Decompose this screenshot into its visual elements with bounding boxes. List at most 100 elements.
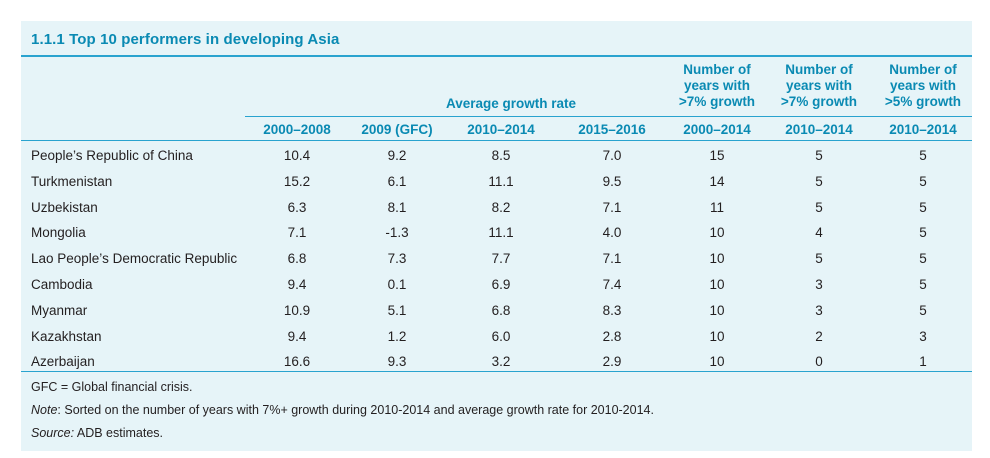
table-cell: 6.0 — [491, 329, 511, 344]
table-cell: 5 — [919, 225, 927, 240]
table-cell: 5 — [919, 200, 927, 215]
table-cell: -1.3 — [385, 225, 409, 240]
table-cell: 9.2 — [387, 148, 407, 163]
table-cell: 3.2 — [491, 354, 511, 369]
note-label: Note — [31, 403, 58, 417]
table-cell: 6.1 — [387, 174, 407, 189]
sort-note: Note: Sorted on the number of years with… — [31, 402, 654, 418]
header-line: Number of — [683, 62, 751, 77]
table-cell: 5 — [919, 251, 927, 266]
table-cell: 3 — [919, 329, 927, 344]
row-label: Myanmar — [31, 303, 88, 318]
table-cell: 0.1 — [387, 277, 407, 292]
header-line: >5% growth — [884, 94, 962, 109]
table-cell: 5 — [919, 174, 927, 189]
table-cell: 8.5 — [491, 148, 511, 163]
header-rule — [21, 140, 972, 141]
header-years-7pct-2000-2014: Number of years with >7% growth — [671, 62, 763, 110]
table-cell: 2.8 — [602, 329, 622, 344]
table-cell: 4.0 — [602, 225, 622, 240]
table-cell: 2.9 — [602, 354, 622, 369]
source-text: ADB estimates. — [74, 426, 164, 440]
table-panel: 1.1.1 Top 10 performers in developing As… — [21, 21, 972, 451]
row-label: Azerbaijan — [31, 354, 95, 369]
header-years-7pct-2010-2014: Number of years with >7% growth — [773, 62, 865, 110]
table-cell: 10.4 — [283, 148, 311, 163]
row-label: People’s Republic of China — [31, 148, 193, 163]
note-text: : Sorted on the number of years with 7%+… — [57, 403, 654, 417]
table-cell: 5 — [815, 174, 823, 189]
table-cell: 10 — [709, 354, 725, 369]
table-cell: 4 — [815, 225, 823, 240]
table-cell: 7.1 — [287, 225, 307, 240]
table-cell: 7.1 — [602, 200, 622, 215]
table-cell: 6.8 — [491, 303, 511, 318]
table-cell: 5 — [815, 148, 823, 163]
table-cell: 15.2 — [283, 174, 311, 189]
body-rule — [21, 371, 972, 372]
header-years-5pct-2010-2014: Number of years with >5% growth — [877, 62, 969, 110]
table-cell: 6.9 — [491, 277, 511, 292]
table-title: 1.1.1 Top 10 performers in developing As… — [31, 31, 340, 48]
table-cell: 10 — [709, 277, 725, 292]
table-cell: 10 — [709, 329, 725, 344]
table-cell: 6.3 — [287, 200, 307, 215]
table-cell: 9.3 — [387, 354, 407, 369]
table-cell: 5 — [815, 251, 823, 266]
table-cell: 3 — [815, 277, 823, 292]
row-label: Kazakhstan — [31, 329, 102, 344]
table-cell: 7.4 — [602, 277, 622, 292]
table-cell: 5.1 — [387, 303, 407, 318]
row-label: Lao People’s Democratic Republic — [31, 251, 238, 266]
header-line: Number of — [889, 62, 957, 77]
row-label: Uzbekistan — [31, 200, 98, 215]
col-header: 2000–2014 — [683, 122, 751, 137]
table-cell: 1 — [919, 354, 927, 369]
table-cell: 11 — [709, 200, 724, 215]
row-label: Turkmenistan — [31, 174, 113, 189]
table-cell: 1.2 — [387, 329, 407, 344]
group-header: Average growth rate — [445, 96, 577, 111]
table-cell: 6.8 — [287, 251, 307, 266]
title-rule — [21, 55, 972, 57]
table-cell: 8.3 — [602, 303, 622, 318]
table-cell: 3 — [815, 303, 823, 318]
table-cell: 9.4 — [287, 329, 307, 344]
header-line: Number of — [785, 62, 853, 77]
table-cell: 7.1 — [602, 251, 622, 266]
table-cell: 10.9 — [283, 303, 311, 318]
table-cell: 7.7 — [491, 251, 511, 266]
header-line: years with — [785, 78, 853, 93]
table-cell: 9.4 — [287, 277, 307, 292]
table-cell: 5 — [919, 277, 927, 292]
table-cell: 10 — [709, 303, 725, 318]
table-cell: 11.1 — [488, 174, 514, 189]
col-header: 2009 (GFC) — [361, 122, 433, 137]
table-cell: 5 — [815, 200, 823, 215]
header-line: years with — [889, 78, 957, 93]
table-cell: 16.6 — [283, 354, 311, 369]
row-label: Mongolia — [31, 225, 86, 240]
table-cell: 15 — [709, 148, 725, 163]
header-line: >7% growth — [678, 94, 756, 109]
header-line: >7% growth — [780, 94, 858, 109]
table-cell: 2 — [815, 329, 823, 344]
table-cell: 14 — [709, 174, 725, 189]
table-cell: 9.5 — [602, 174, 622, 189]
header-line: years with — [683, 78, 751, 93]
row-label: Cambodia — [31, 277, 93, 292]
table-cell: 8.1 — [387, 200, 407, 215]
col-header: 2010–2014 — [785, 122, 853, 137]
table-cell: 8.2 — [491, 200, 511, 215]
col-header: 2015–2016 — [578, 122, 646, 137]
subheader-rule — [245, 116, 972, 117]
table-cell: 10 — [709, 225, 725, 240]
col-header: 2010–2014 — [467, 122, 535, 137]
table-cell: 0 — [815, 354, 823, 369]
table-cell: 5 — [919, 148, 927, 163]
source-note: Source: ADB estimates. — [31, 425, 163, 441]
col-header: 2010–2014 — [889, 122, 957, 137]
table-cell: 11.1 — [488, 225, 514, 240]
table-cell: 10 — [709, 251, 725, 266]
col-header: 2000–2008 — [263, 122, 331, 137]
